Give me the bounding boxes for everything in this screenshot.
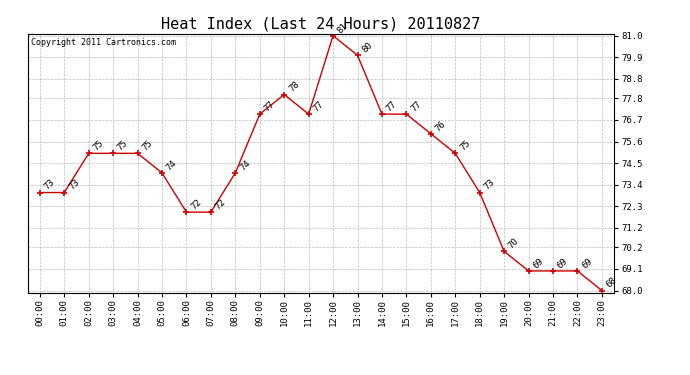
Text: 69: 69 [555,256,570,270]
Text: 72: 72 [189,197,203,211]
Text: 75: 75 [92,139,106,153]
Text: 76: 76 [433,119,448,133]
Text: 81: 81 [336,21,350,35]
Text: 80: 80 [360,40,374,54]
Text: 73: 73 [43,178,57,192]
Text: 69: 69 [580,256,594,270]
Text: 74: 74 [238,158,252,172]
Text: 75: 75 [116,139,130,153]
Text: 68: 68 [604,276,619,290]
Text: 77: 77 [409,99,423,113]
Text: 78: 78 [287,80,301,94]
Text: 77: 77 [311,99,326,113]
Text: 77: 77 [385,99,399,113]
Text: 75: 75 [140,139,155,153]
Text: 72: 72 [214,197,228,211]
Text: 73: 73 [67,178,81,192]
Text: 70: 70 [507,237,521,250]
Text: 77: 77 [262,99,277,113]
Text: 73: 73 [482,178,496,192]
Text: 74: 74 [165,158,179,172]
Title: Heat Index (Last 24 Hours) 20110827: Heat Index (Last 24 Hours) 20110827 [161,16,480,31]
Text: 69: 69 [531,256,545,270]
Text: 75: 75 [458,139,472,153]
Text: Copyright 2011 Cartronics.com: Copyright 2011 Cartronics.com [30,38,175,46]
